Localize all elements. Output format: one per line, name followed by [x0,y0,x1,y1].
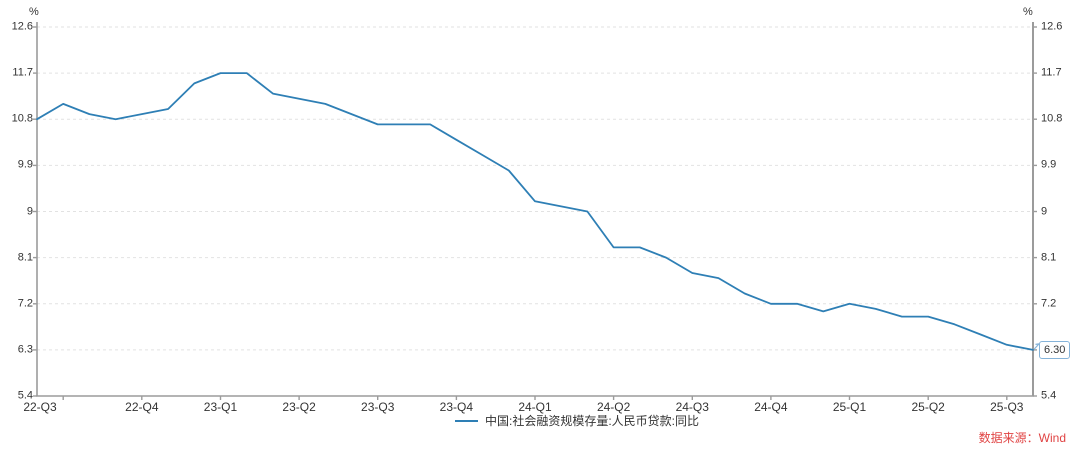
y-axis-tick-label-right: 5.4 [1041,389,1057,402]
y-axis-tick-label-left: 7.2 [17,297,33,310]
x-axis-tick-label: 22-Q4 [125,400,159,414]
legend[interactable]: 中国:社会融资规模存量:人民币贷款:同比 [455,415,699,427]
x-axis-tick-label: 25-Q3 [990,400,1024,414]
x-axis-tick-label: 24-Q1 [518,400,552,414]
y-axis-tick-label-right: 12.6 [1041,20,1063,33]
x-axis-tick-label: 25-Q1 [832,400,867,414]
x-axis-tick-label: 25-Q2 [911,400,945,414]
legend-line-swatch [455,420,478,422]
y-axis-tick-label-right: 7.2 [1041,297,1057,310]
legend-series-label: 中国:社会融资规模存量:人民币贷款:同比 [485,414,700,428]
y-axis-tick-label-left: 9.9 [17,158,33,171]
y-axis-unit-left: % [29,6,39,18]
y-axis-tick-label-right: 10.8 [1041,112,1063,125]
x-axis-tick-label: 23-Q4 [439,400,474,414]
x-axis-tick-label: 23-Q1 [203,400,238,414]
data-source-label: 数据来源：Wind [978,431,1066,445]
series-line [36,72,1034,351]
y-axis-tick-label-right: 8.1 [1041,251,1057,264]
x-axis-tick-label: 22-Q3 [23,400,57,414]
y-axis-tick-label-left: 8.1 [17,251,33,264]
y-axis-tick-label-left: 9 [26,205,33,217]
y-axis-tick-label-right: 9 [1041,205,1048,217]
last-value-label: 6.30 [1039,340,1071,359]
x-axis-tick-label: 24-Q3 [675,400,709,414]
y-axis-tick-label-right: 9.9 [1041,158,1057,171]
y-axis-tick-label-left: 12.6 [11,20,33,33]
y-axis-tick-label-left: 10.8 [11,112,33,125]
y-axis-tick-label-right: 11.7 [1041,66,1062,79]
x-axis-tick-label: 24-Q4 [754,400,788,414]
x-axis-tick-label: 23-Q3 [361,400,395,414]
y-axis-unit-right: % [1023,6,1033,18]
x-axis-tick-label: 23-Q2 [282,400,316,414]
x-axis-tick-label: 24-Q2 [596,400,631,414]
y-axis-tick-label-left: 11.7 [12,66,33,79]
y-axis-tick-label-left: 5.4 [17,389,33,402]
callout-pointer [1033,343,1040,350]
y-axis-tick-label-left: 6.3 [17,343,33,356]
